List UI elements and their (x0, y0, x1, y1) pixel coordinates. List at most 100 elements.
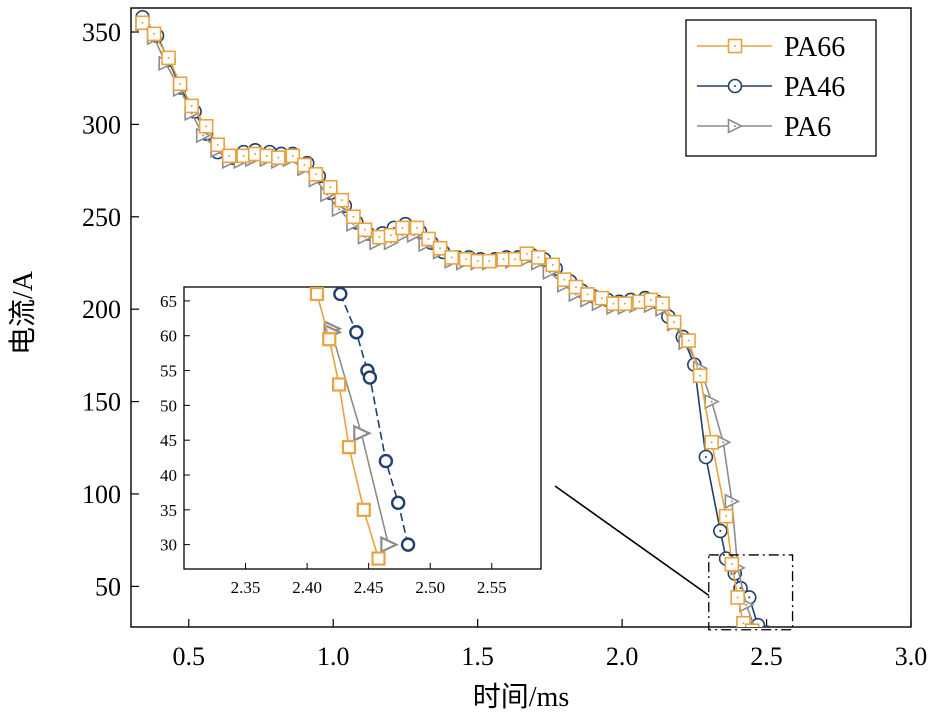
data-point-pa66-dot (401, 226, 404, 229)
data-point-pa66-dot (586, 293, 589, 296)
data-point-pa66-dot (216, 143, 219, 146)
legend-marker-pa66-dot (734, 45, 736, 47)
data-point-pa66-dot (329, 186, 332, 189)
inset-y-tick-label: 30 (160, 536, 177, 555)
inset-data-point-pa46 (362, 370, 378, 385)
data-point-pa66-dot (687, 339, 690, 342)
data-point-pa66-dot (661, 302, 664, 305)
data-point-pa66-dot (673, 321, 676, 324)
data-point-pa66-dot (390, 234, 392, 237)
inset-data-point-pa66 (322, 332, 337, 347)
inset-data-point-pa46 (400, 537, 416, 552)
inset-data-point-pa66 (332, 377, 347, 392)
data-point-pa66-dot (439, 247, 442, 250)
data-point-pa66-dot (476, 260, 479, 263)
data-point-pa66-dot (574, 286, 577, 289)
data-point-pa66-dot (228, 154, 231, 157)
data-point-pa46-dot (739, 587, 742, 590)
plot-frame (130, 7, 912, 628)
data-point-pa66-dot (650, 298, 652, 301)
data-point-pa66-dot (254, 152, 257, 155)
x-tick-label: 2.5 (750, 642, 783, 671)
data-point-pa66-dot (624, 302, 626, 305)
y-tick-label: 50 (95, 572, 121, 601)
inset-data-point-pa46 (391, 495, 406, 511)
data-point-pa66-dot (488, 260, 491, 263)
data-point-pa66-dot (551, 263, 554, 266)
data-point-pa46-dot (704, 456, 707, 459)
data-point-pa66-dot (416, 226, 418, 229)
data-point-pa66-dot (710, 441, 713, 444)
inset-y-tick-label: 40 (160, 466, 177, 485)
inset-data-point-pa46 (378, 453, 394, 469)
data-point-pa66-dot (730, 563, 733, 566)
data-point-pa66-dot (502, 258, 505, 261)
data-point-pa66-dot (364, 228, 366, 231)
data-point-pa66-dot (450, 256, 453, 259)
inset-data-point-pa6 (353, 424, 372, 442)
y-tick-label: 150 (82, 388, 121, 417)
data-point-pa66-dot (190, 104, 193, 107)
data-point-pa66-dot (179, 82, 182, 85)
inset-data-point-pa6 (380, 535, 399, 554)
x-axis-label: 时间/ms (473, 681, 569, 713)
data-point-pa66-dot (465, 258, 468, 261)
data-point-pa66-dot (725, 515, 728, 518)
inset-data-point-pa66 (356, 502, 371, 517)
x-tick-label: 3.0 (895, 642, 928, 671)
inset-plot: 2.35 2.40 2.45 2.50 2.55 30 35 40 45 50 55 60 65 (160, 286, 542, 597)
y-tick-label: 350 (82, 18, 121, 47)
data-point-pa66-dot (340, 199, 343, 202)
data-point-pa46 (761, 625, 772, 627)
inset-y-tick-label: 50 (160, 396, 177, 415)
zoom-connector-line (554, 485, 710, 597)
series-pa66 (135, 15, 760, 627)
data-point-pa6-dot (338, 208, 340, 211)
zoom-region-box (708, 554, 794, 631)
data-point-pa66 (736, 616, 751, 627)
data-point-pa6-dot (710, 400, 713, 403)
data-point-pa66-dot (742, 622, 745, 625)
inset-series-pa46 (333, 287, 416, 552)
inset-series-pa66 (309, 287, 386, 566)
inset-y-tick-label: 60 (160, 327, 177, 346)
inset-x-tick-label: 2.50 (415, 578, 445, 597)
data-point-pa46-dot (748, 596, 751, 599)
data-point-pa66-dot (153, 32, 156, 35)
inset-frame (183, 286, 542, 570)
y-tick-label: 300 (82, 110, 121, 139)
y-tick-label: 100 (82, 480, 121, 509)
data-point-pa66-dot (638, 300, 641, 303)
y-axis-label: 电流/A (7, 270, 39, 355)
data-point-pa66-dot (291, 154, 294, 157)
inset-data-point-pa66 (309, 287, 325, 302)
inset-x-tick-label: 2.40 (292, 578, 322, 597)
data-point-pa6-dot (722, 441, 725, 444)
inset-data-point-pa66 (341, 440, 357, 455)
data-point-pa66-dot (563, 278, 566, 281)
inset-x-tick-label: 2.55 (477, 578, 507, 597)
data-point-pa66-dot (303, 164, 306, 167)
legend-label-pa66: PA66 (784, 32, 845, 63)
legend-label-pa6: PA6 (784, 112, 831, 143)
inset-data-point-pa66 (371, 551, 386, 566)
legend-marker-pa46-dot (734, 85, 736, 87)
legend-label-pa46: PA46 (784, 72, 845, 103)
zoom-connector (554, 485, 794, 631)
inset-data-point-pa46 (349, 325, 364, 340)
data-point-pa66-dot (537, 256, 540, 259)
data-point-pa66-dot (352, 215, 355, 218)
data-point-pa66-dot (612, 302, 615, 305)
data-point-pa6-dot (730, 500, 733, 503)
data-point-pa66-dot (699, 374, 702, 377)
x-tick-label: 0.5 (173, 642, 206, 671)
data-point-pa66-dot (525, 252, 528, 255)
main-plot: 0.5 1.0 1.5 2.0 2.5 3.0 50 100 150 200 250 300 350 (82, 7, 928, 671)
inset-x-tick-label: 2.45 (354, 578, 384, 597)
data-point-pa66-dot (514, 258, 517, 261)
data-point-pa66-dot (242, 154, 245, 157)
data-point-pa46-dot (719, 529, 722, 532)
data-point-pa66-dot (167, 56, 170, 59)
